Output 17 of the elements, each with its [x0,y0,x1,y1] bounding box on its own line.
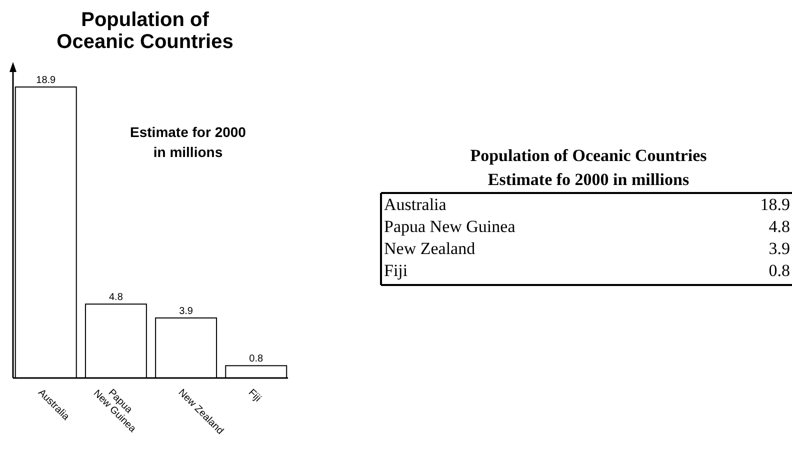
data-label: 4.8 [109,292,124,304]
data-label: 4.8 [768,217,790,236]
chart-title: Population of Oceanic Countries [56,9,234,53]
data-label: 0.8 [768,261,790,280]
data-label: 0.8 [249,354,264,365]
category-label: Papua New Guinea [384,217,516,236]
category-label: Fiji [384,261,408,280]
data-label: 3.9 [768,239,790,258]
data-label: 18.9 [36,75,56,86]
data-label: 3.9 [179,306,194,317]
text: Population of Oceanic Countries [470,146,708,165]
data-label: 18.9 [760,195,790,214]
text: Estimate fo 2000 in millions [488,170,690,189]
category-label: Australia [384,195,447,214]
text: Estimate for 2000 in millions [130,124,246,160]
x-tick-label: Fiji [246,387,263,404]
category-label: New Zealand [384,239,476,258]
